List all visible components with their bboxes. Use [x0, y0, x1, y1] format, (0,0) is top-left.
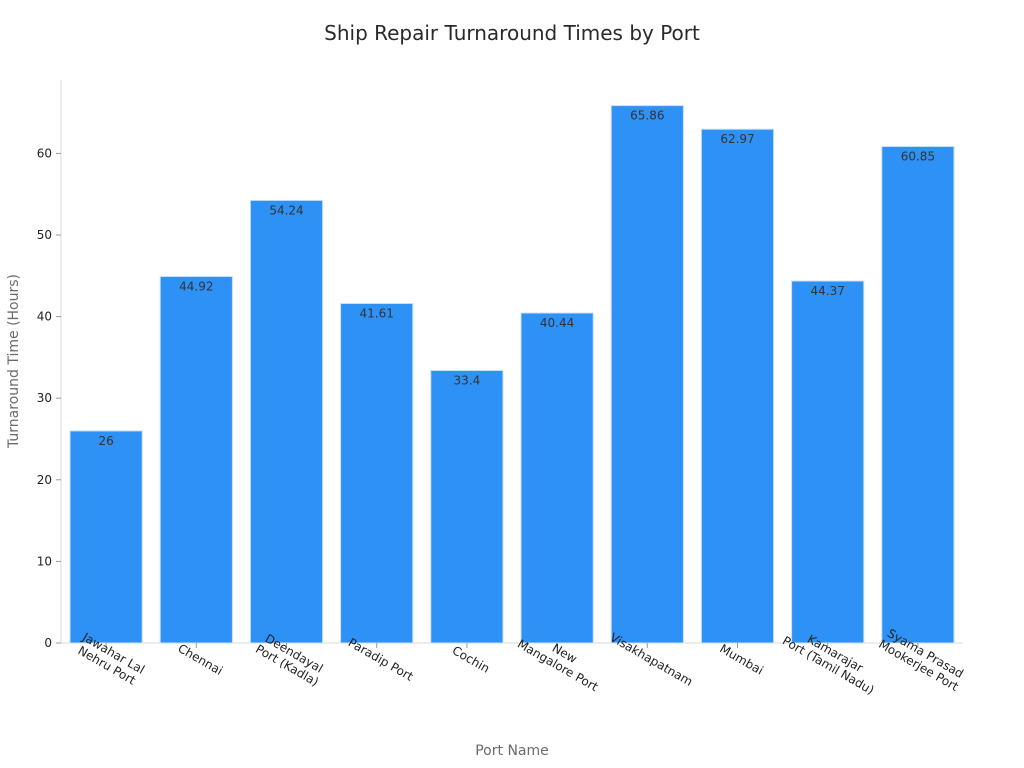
chart-title: Ship Repair Turnaround Times by Port — [324, 21, 700, 45]
bar — [791, 280, 865, 644]
bar — [520, 312, 594, 644]
y-tick-label: 40 — [37, 310, 52, 324]
y-tick-label: 50 — [37, 228, 52, 242]
y-tick-label: 10 — [37, 554, 52, 568]
bar — [159, 276, 233, 644]
y-tick-label: 20 — [37, 473, 52, 487]
bar-value-label: 54.24 — [269, 203, 303, 217]
y-tick-label: 0 — [44, 636, 52, 650]
bar — [700, 128, 775, 644]
bar — [430, 370, 504, 644]
bar-value-label: 40.44 — [540, 316, 574, 330]
bar-value-label: 62.97 — [720, 132, 754, 146]
bars-group: 26 44.92 54.24 41.61 33.4 40.44 65.86 62.97 44.3… — [69, 105, 955, 644]
x-tick-label: Chennai — [175, 641, 225, 678]
bar — [881, 146, 955, 644]
x-axis-title: Port Name — [475, 743, 549, 759]
bar-value-label: 26 — [98, 434, 113, 448]
y-ticks-group: 0 10 20 30 40 50 60 — [37, 146, 61, 650]
bar-value-label: 41.61 — [360, 307, 394, 321]
bar-value-label: 33.4 — [454, 374, 481, 388]
bar — [69, 430, 143, 644]
bar-value-label: 65.86 — [630, 109, 664, 123]
x-tick-label: Cochin — [450, 643, 492, 676]
bar — [340, 303, 414, 644]
y-tick-label: 60 — [37, 146, 52, 160]
bar — [249, 199, 324, 644]
x-tick-label: Mumbai — [717, 641, 766, 677]
y-axis-title: Turnaround Time (Hours) — [6, 274, 22, 449]
bar-value-label: 60.85 — [901, 150, 935, 164]
y-tick-label: 30 — [37, 391, 52, 405]
bar — [610, 105, 684, 644]
bar-value-label: 44.92 — [179, 280, 213, 294]
bar-value-label: 44.37 — [811, 284, 845, 298]
